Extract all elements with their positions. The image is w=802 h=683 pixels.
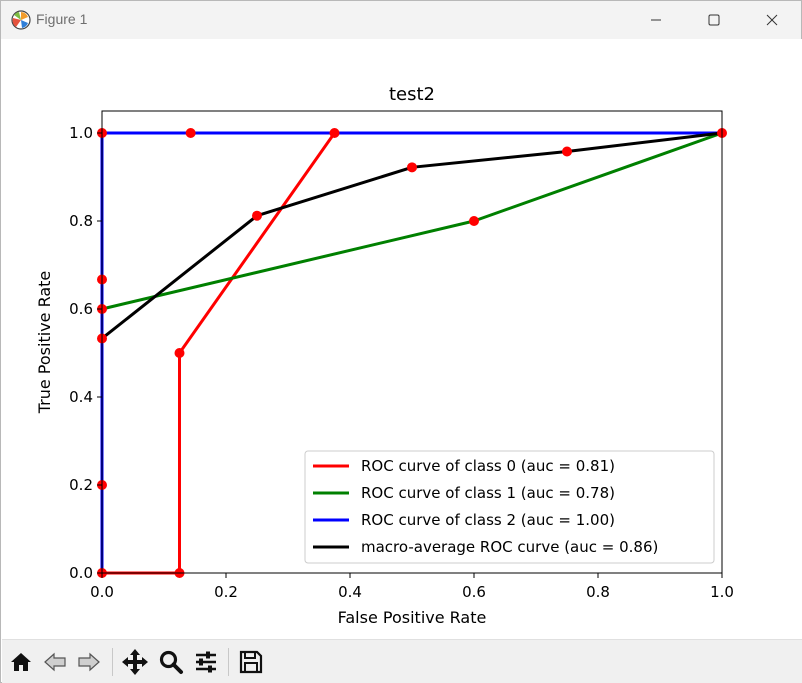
legend-box <box>304 450 715 564</box>
x-axis-label: False Positive Rate <box>338 608 487 627</box>
subplots-config-icon <box>196 651 216 673</box>
y-tick-label: 0.6 <box>69 300 93 318</box>
minimize-button[interactable] <box>627 1 685 39</box>
x-tick-label: 0.8 <box>586 583 610 601</box>
x-tick-label: 1.0 <box>710 583 734 601</box>
x-tick-label: 0.6 <box>462 583 486 601</box>
save-button[interactable] <box>234 645 268 679</box>
legend-label-3: macro-average ROC curve (auc = 0.86) <box>361 538 658 556</box>
maximize-button[interactable] <box>685 1 743 39</box>
data-point <box>407 162 417 173</box>
minimize-icon <box>651 19 661 21</box>
zoom-icon <box>159 650 183 674</box>
legend-label-2: ROC curve of class 2 (auc = 1.00) <box>361 511 615 529</box>
legend-label-1: ROC curve of class 1 (auc = 0.78) <box>361 484 615 502</box>
data-point <box>174 348 185 358</box>
home-button[interactable] <box>4 645 38 679</box>
toolbar-separator <box>228 648 229 676</box>
maximize-icon <box>708 14 720 26</box>
save-icon <box>239 650 263 674</box>
y-tick-label: 0.4 <box>69 388 93 406</box>
home-icon <box>11 653 31 671</box>
data-point <box>329 128 340 138</box>
x-tick-label: 0.4 <box>338 583 362 601</box>
matplotlib-logo-icon <box>10 9 32 31</box>
pan-button[interactable] <box>118 645 152 679</box>
legend-label-0: ROC curve of class 0 (auc = 0.81) <box>361 457 615 475</box>
y-tick-label: 0.2 <box>69 476 93 494</box>
data-point <box>469 216 479 226</box>
data-point <box>562 146 572 157</box>
y-tick-label: 1.0 <box>69 124 93 142</box>
figure-canvas[interactable]: test2 0.0 0.2 0.4 0.6 0.8 1.0 0.0 0.2 0.4 0.6 0.8… <box>2 39 802 639</box>
plot-frame <box>101 110 723 574</box>
title-bar[interactable]: Figure 1 <box>1 1 801 39</box>
data-point <box>185 128 196 138</box>
zoom-button[interactable] <box>154 645 188 679</box>
x-tick-label: 0.2 <box>214 583 238 601</box>
data-point <box>252 210 262 221</box>
y-tick-label: 0.8 <box>69 212 93 230</box>
forward-arrow-icon <box>78 652 100 672</box>
x-tick-label: 0.0 <box>90 583 114 601</box>
window-title: Figure 1 <box>36 11 88 27</box>
toolbar-separator <box>112 648 113 676</box>
back-button[interactable] <box>38 645 72 679</box>
y-axis-label: True Positive Rate <box>35 271 54 415</box>
y-tick-label: 0.0 <box>69 564 93 582</box>
roc-chart: test2 0.0 0.2 0.4 0.6 0.8 1.0 0.0 0.2 0.4 0.6 0.8… <box>35 84 734 627</box>
back-arrow-icon <box>44 652 66 672</box>
close-icon <box>766 14 778 26</box>
pan-icon <box>122 649 148 675</box>
navigation-toolbar <box>2 639 802 683</box>
configure-subplots-button[interactable] <box>189 645 223 679</box>
close-button[interactable] <box>743 1 801 39</box>
legend: ROC curve of class 0 (auc = 0.81) ROC cur… <box>304 450 715 564</box>
chart-title: test2 <box>389 84 435 105</box>
forward-button[interactable] <box>72 645 106 679</box>
